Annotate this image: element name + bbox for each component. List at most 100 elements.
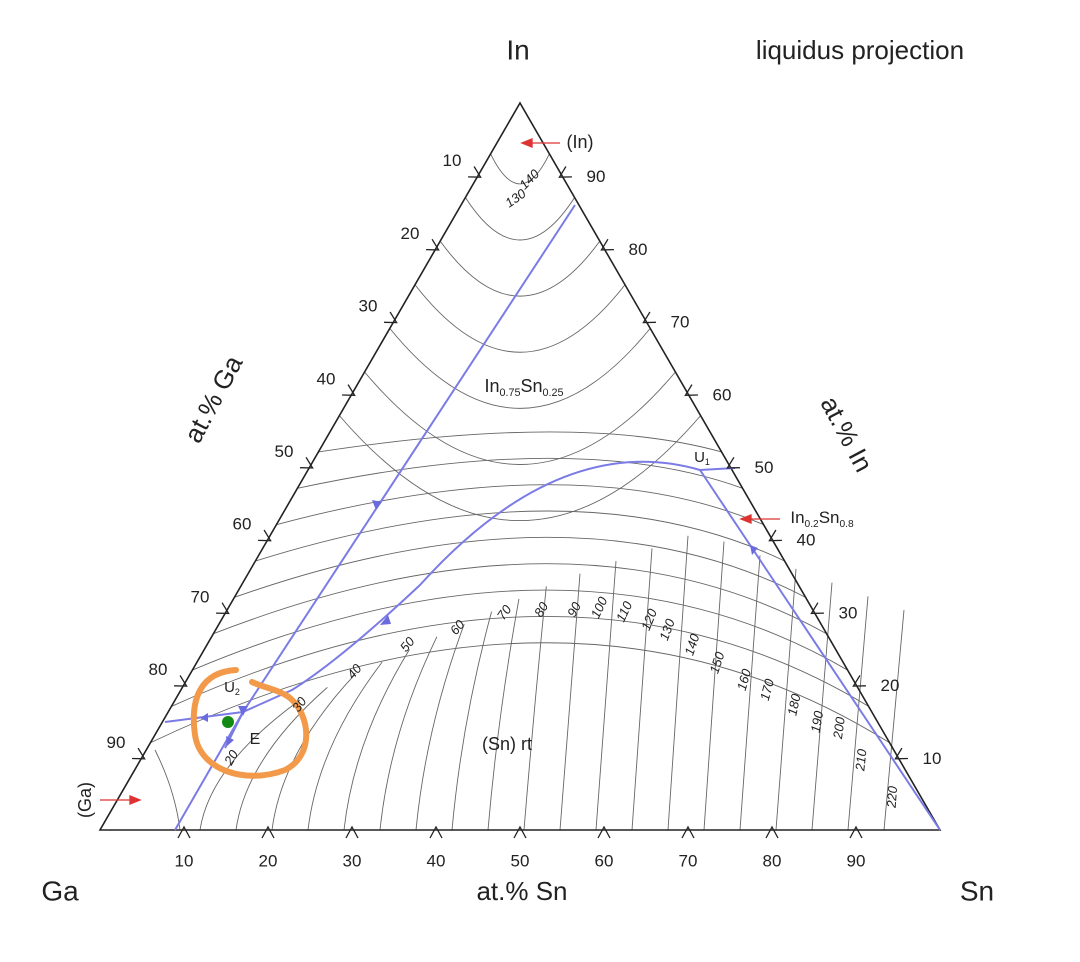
label-part: (Sn) rt [482, 734, 532, 754]
tick-label: 40 [427, 851, 446, 870]
arrow-head [520, 138, 533, 148]
tick-mark [684, 384, 698, 396]
tick-mark [342, 384, 356, 396]
tick-label: 20 [881, 676, 900, 695]
phase-label: In0.2Sn0.8 [790, 508, 854, 530]
isotherm-label: 190 [808, 709, 827, 734]
tick-label: 90 [847, 851, 866, 870]
tick-label: 70 [191, 587, 210, 606]
phase-label: (Ga) [75, 782, 95, 818]
tick-label: 80 [763, 851, 782, 870]
tick-label: 10 [923, 749, 942, 768]
isotherm [343, 649, 410, 831]
tick-label: 40 [317, 369, 336, 388]
tick-label: 70 [679, 851, 698, 870]
tick-mark [384, 311, 398, 324]
isotherm [559, 573, 581, 831]
tick-mark [852, 675, 866, 687]
tick-mark [726, 456, 740, 469]
tick-mark [258, 529, 272, 542]
phase-label: (Sn) rt [482, 734, 532, 754]
label-part: In [484, 376, 499, 396]
isotherm-label: 220 [884, 785, 901, 809]
isotherms [150, 153, 905, 831]
green-dot [222, 716, 234, 728]
isotherm-label: 180 [784, 692, 803, 717]
isotherm [415, 624, 465, 831]
tick-label: 70 [671, 313, 690, 332]
tick-label: 60 [233, 515, 252, 534]
isotherm [631, 548, 653, 831]
tick-mark [261, 825, 275, 839]
arrow [226, 736, 234, 746]
isotherm [523, 586, 547, 831]
label-part: U [694, 449, 705, 466]
tick-label: 30 [839, 603, 858, 622]
isotherm-label: 130 [656, 616, 678, 642]
isotherm-label: 140 [682, 631, 703, 657]
tick-mark [768, 529, 782, 542]
isotherm [255, 510, 785, 562]
label-part: 0.8 [839, 519, 853, 530]
corner-label: Ga [41, 875, 79, 906]
tick-mark [300, 456, 314, 469]
hand-drawn-circle [190, 667, 310, 779]
isotherm [667, 535, 689, 831]
isotherm [847, 596, 869, 831]
isotherm-label: 170 [757, 677, 777, 703]
phase-label: (In) [567, 132, 594, 152]
tick-label: 20 [401, 224, 420, 243]
tick-mark [894, 747, 908, 760]
tick-mark [132, 747, 146, 760]
isotherm [318, 431, 722, 453]
tick-label: 60 [595, 851, 614, 870]
tick-mark [642, 311, 656, 324]
isotherm [271, 674, 356, 831]
isotherm [883, 609, 905, 831]
arrow [372, 500, 382, 510]
tick-mark [426, 238, 440, 251]
label-part: In [790, 508, 804, 527]
isotherm-label: 200 [830, 715, 848, 740]
arrow-head [129, 795, 142, 805]
arrow [750, 545, 758, 555]
isotherm [297, 457, 743, 489]
isotherm [364, 371, 676, 465]
tick-label: 90 [587, 167, 606, 186]
tick-mark [513, 825, 527, 839]
label-part: E [250, 731, 261, 748]
tick-label: 50 [755, 458, 774, 477]
label-part: 2 [235, 687, 240, 697]
tick-mark [681, 825, 695, 839]
isotherm-label: 210 [852, 748, 869, 773]
label-part: 0.25 [543, 387, 564, 399]
label-part: 1 [705, 457, 710, 467]
tick-label: 30 [343, 851, 362, 870]
isotherm [389, 328, 651, 409]
line [242, 460, 701, 713]
tick-label: 50 [511, 851, 530, 870]
isotherm-label: 160 [734, 666, 755, 692]
tick-label: 10 [175, 851, 194, 870]
label-part: (In) [567, 132, 594, 152]
arrow [238, 706, 248, 716]
tick-mark [216, 602, 230, 615]
label-part: 0.75 [499, 387, 520, 399]
isotherm [150, 642, 890, 744]
isotherm [739, 555, 761, 831]
isotherm-label: 150 [707, 649, 728, 675]
isotherm [487, 598, 520, 831]
ticks [132, 166, 908, 839]
point-label: U1 [694, 449, 710, 467]
isotherm [811, 582, 833, 831]
tick-mark [177, 825, 191, 839]
isotherm [379, 636, 438, 831]
isotherm [439, 240, 601, 297]
tick-mark [810, 602, 824, 615]
isotherm [171, 615, 869, 707]
isotherm [595, 561, 617, 831]
arrow [200, 713, 208, 722]
tick-mark [468, 166, 482, 178]
triangle [98, 101, 942, 831]
